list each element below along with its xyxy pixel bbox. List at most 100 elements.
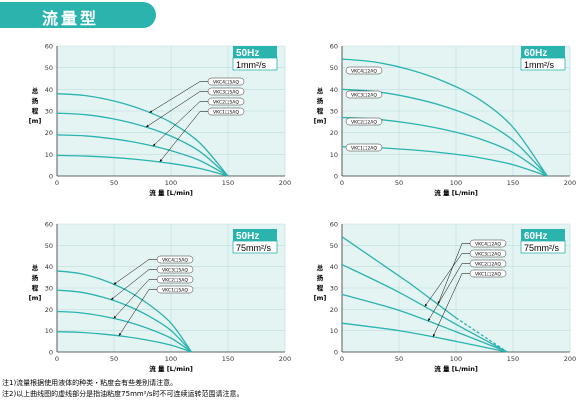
chart-1: 0 10 20 30 40 50 60 0 50 100 150 200 流 量 [L/min] 总扬程[… (29, 43, 292, 198)
badge-hz-bg (233, 229, 277, 241)
x-axis-label: 流 量 [L/min] (434, 364, 478, 373)
x-tick-label: 0 (340, 179, 344, 187)
badge-hz: 50Hz (236, 231, 259, 242)
y-axis-label: 总扬程[m] (314, 263, 327, 302)
y-tick-label: 40 (45, 263, 53, 271)
series-label: VKC4□5AQ (213, 79, 239, 85)
x-tick-label: 100 (165, 179, 177, 187)
series-label: VKC1□5AQ (162, 287, 188, 293)
y-tick-label: 40 (330, 263, 338, 271)
y-tick-label: 30 (330, 108, 338, 116)
leader-arrowhead (145, 124, 149, 128)
series-label: VKC2□5AQ (162, 277, 188, 283)
series-line (341, 58, 548, 177)
x-tick-label: 150 (507, 355, 519, 363)
x-tick-label: 150 (507, 179, 519, 187)
x-axis-label: 流 量 [L/min] (149, 188, 193, 197)
series-line-dashed (455, 317, 508, 353)
series-line (56, 289, 192, 353)
badge-visc-bg (520, 57, 566, 71)
leader-arrowhead (110, 297, 114, 300)
chart-3: 0 10 20 30 40 50 60 0 50 100 150 200 流 量 [L/min] 总扬程[… (29, 221, 292, 374)
y-tick-label: 30 (45, 108, 53, 116)
badge-visc-bg (232, 57, 278, 71)
leader-line (113, 259, 150, 285)
y-tick-label: 50 (330, 64, 338, 72)
series-label-box (345, 143, 383, 152)
series-line (56, 331, 192, 353)
footnotes: 注1)流量根据使用液体的种类・粘度会有些差别请注意。 注2)以上曲线图的虚线部分… (2, 378, 582, 400)
series-label: VKC2□2AQ (475, 261, 501, 267)
x-tick-label: 200 (279, 179, 291, 187)
y-tick-label: 40 (45, 86, 53, 94)
x-tick-label: 200 (279, 355, 291, 363)
y-tick-label: 10 (330, 151, 338, 159)
badge-viscosity: 75mm²/s (236, 243, 272, 253)
y-axis-label: 总扬程[m] (314, 86, 327, 125)
badge-hz-bg (521, 46, 565, 58)
leader-arrowhead (113, 282, 117, 285)
x-tick-label: 50 (110, 355, 118, 363)
y-tick-label: 10 (45, 327, 53, 335)
y-tick-label: 0 (334, 349, 338, 357)
y-axis-label: 总扬程[m] (29, 263, 42, 302)
x-tick-label: 150 (222, 355, 234, 363)
x-tick-label: 0 (55, 355, 59, 363)
leader-line (432, 273, 463, 338)
leader-arrowhead (149, 110, 153, 113)
leader-line (118, 289, 150, 337)
y-tick-label: 0 (49, 173, 53, 181)
series-label: VKC4□5AQ (162, 257, 188, 263)
chart-4: 0 10 20 30 40 50 60 0 50 100 150 200 流 量 [L/min] 总扬程[… (314, 221, 577, 374)
series-line (341, 263, 508, 353)
x-tick-label: 50 (110, 179, 118, 187)
y-axis-label: 总扬程[m] (29, 86, 42, 125)
series-line (56, 134, 229, 177)
series-label: VKC1□2AQ (475, 271, 501, 277)
series-line (56, 310, 192, 353)
x-tick-label: 150 (222, 179, 234, 187)
y-tick-label: 0 (334, 173, 338, 181)
series-label: VKC1□2AQ (351, 145, 377, 151)
x-tick-label: 50 (395, 179, 403, 187)
series-label: VKC1□5AQ (213, 109, 239, 115)
y-tick-label: 30 (330, 285, 338, 293)
badge-viscosity: 75mm²/s (524, 243, 560, 253)
series-label-box (345, 66, 383, 75)
leader-line (424, 253, 463, 307)
x-tick-label: 50 (395, 355, 403, 363)
y-tick-label: 10 (45, 151, 53, 159)
y-tick-label: 0 (49, 349, 53, 357)
leader-line (145, 91, 201, 128)
y-tick-label: 20 (45, 306, 53, 314)
leader-line (110, 269, 150, 301)
x-tick-label: 200 (564, 179, 576, 187)
badge-hz: 60Hz (524, 231, 547, 242)
footnote-1: 注1)流量根据使用液体的种类・粘度会有些差别请注意。 (2, 379, 178, 387)
series-line (56, 112, 229, 177)
y-tick-label: 20 (45, 129, 53, 137)
series-line (341, 236, 457, 319)
badge-hz: 60Hz (524, 48, 547, 59)
leader-line (113, 279, 150, 319)
x-tick-label: 200 (564, 355, 576, 363)
series-label: VKC4□2AQ (475, 241, 501, 247)
badge-hz: 50Hz (236, 48, 259, 59)
badge-hz-bg (233, 46, 277, 58)
series-label-box (345, 90, 383, 99)
badge-hz-bg (521, 229, 565, 241)
series-label: VKC4□2AQ (351, 68, 377, 74)
leader-arrowhead (118, 332, 122, 336)
leader-line (152, 101, 201, 147)
x-tick-label: 100 (450, 179, 462, 187)
title-banner: 流量型 (0, 2, 156, 28)
y-tick-label: 10 (330, 327, 338, 335)
y-tick-label: 40 (330, 86, 338, 94)
series-line (56, 93, 229, 177)
badge-viscosity: 1mm²/s (524, 60, 554, 70)
y-tick-label: 20 (330, 306, 338, 314)
badge-visc-bg (232, 240, 278, 254)
badge-visc-bg (520, 240, 566, 254)
y-tick-label: 50 (45, 242, 53, 250)
